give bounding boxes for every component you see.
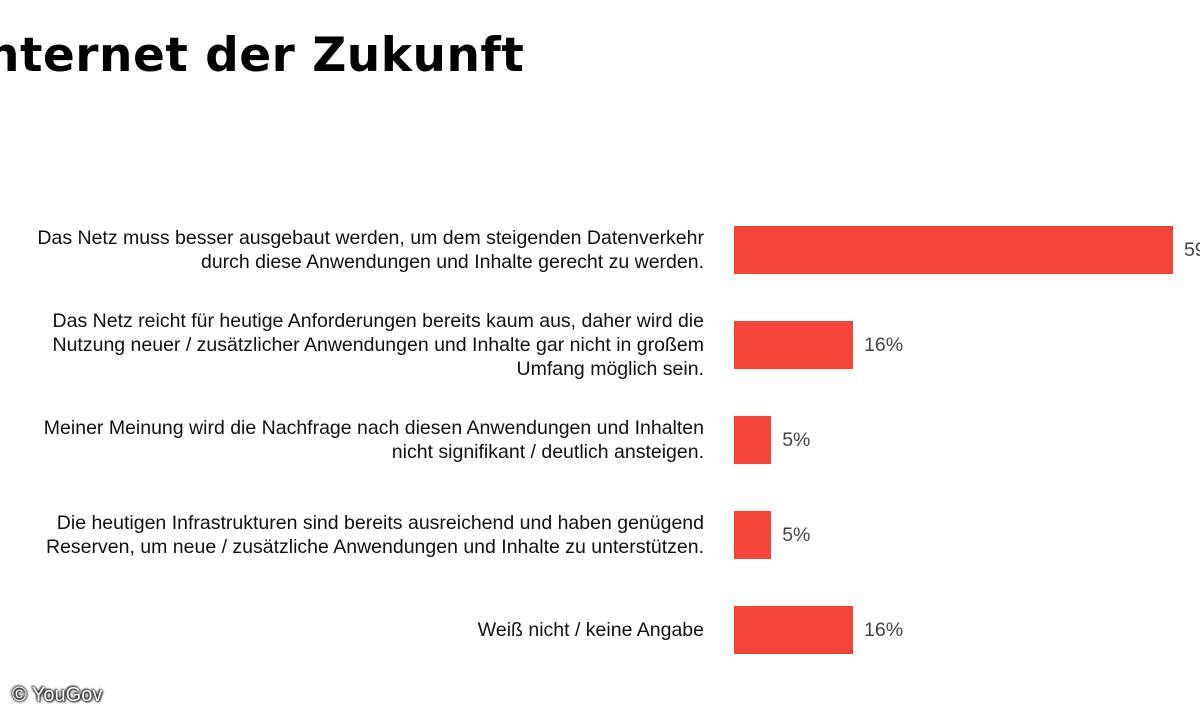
category-label: Weiß nicht / keine Angabe [478,618,704,642]
bar [734,606,854,654]
category-label: Das Netz muss besser ausgebaut werden, u… [37,226,704,274]
bar [734,416,772,464]
category-label: Das Netz reicht für heutige Anforderunge… [53,309,705,381]
copyright-watermark: © YouGov [12,684,103,706]
category-label-line: Umfang möglich sein. [516,358,705,380]
bar [734,226,1173,274]
value-label: 16% [864,334,904,356]
value-label: 5% [782,524,811,546]
bar [734,511,772,559]
category-label: Meiner Meinung wird die Nachfrage nach d… [44,416,704,464]
category-label-line: Das Netz reicht für heutige Anforderunge… [52,310,704,332]
category-label-line: Nutzung neuer / zusätzlicher Anwendungen… [52,334,705,356]
bar [734,321,854,369]
value-label: 16% [864,619,904,641]
value-label: 5% [782,429,811,451]
category-label: Die heutigen Infrastrukturen sind bereit… [46,511,704,559]
category-label-line: Die heutigen Infrastrukturen sind bereit… [56,512,704,534]
value-label: 59% [1183,239,1200,261]
category-label-line: Weiß nicht / keine Angabe [477,619,704,641]
category-label-line: nicht signifikant / deutlich ansteigen. [391,441,704,463]
chart-title: nternet der Zukunft [0,28,525,83]
category-label-line: Reserven, um neue / zusätzliche Anwendun… [45,536,704,558]
category-label-line: Meiner Meinung wird die Nachfrage nach d… [43,417,704,439]
category-label-line: Das Netz muss besser ausgebaut werden, u… [37,227,704,249]
category-label-line: durch diese Anwendungen und Inhalte gere… [200,251,704,273]
